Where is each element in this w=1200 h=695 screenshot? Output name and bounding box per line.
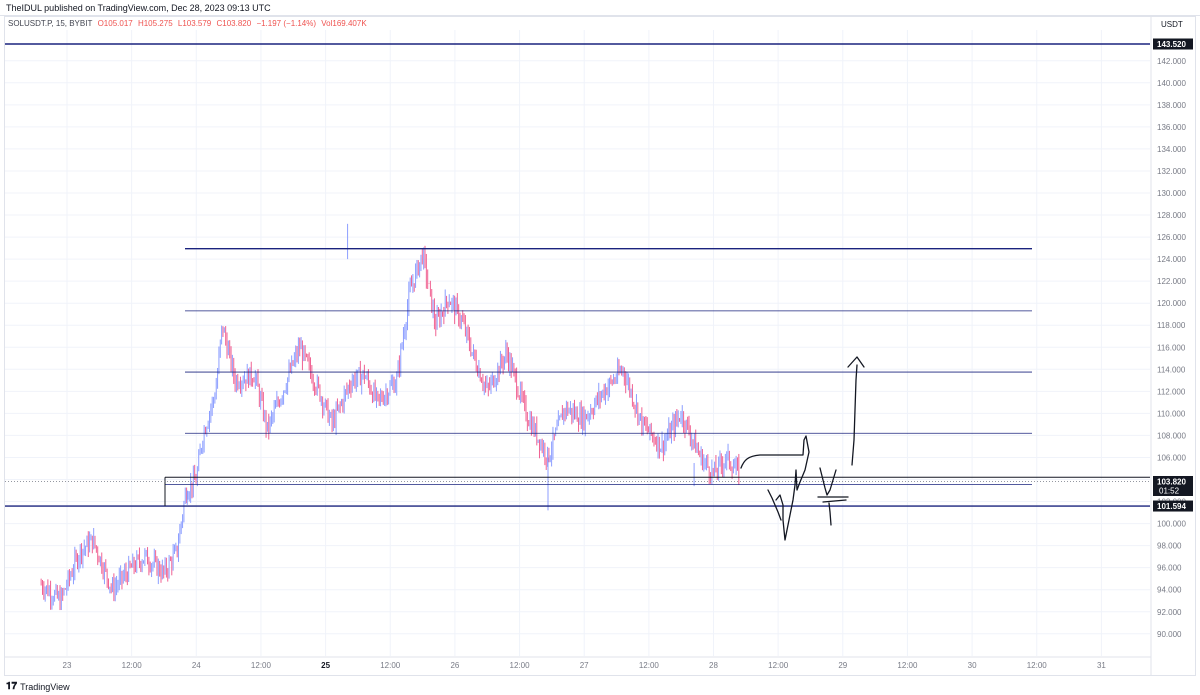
hand-drawn-stroke[interactable]	[767, 489, 782, 521]
horizontal-levels[interactable]	[5, 43, 1150, 507]
price-tick-label: 118.000	[1157, 321, 1186, 330]
time-tick-label: 23	[63, 661, 72, 670]
price-axis[interactable]: 90.00092.00094.00096.00098.000100.000102…	[1150, 17, 1186, 676]
publish-header: TheIDUL published on TradingView.com, De…	[0, 0, 1200, 16]
price-tick-label: 134.000	[1157, 145, 1186, 154]
price-tick-label: 128.000	[1157, 211, 1186, 220]
time-tick-label: 30	[968, 661, 977, 670]
price-tick-label: 124.000	[1157, 255, 1186, 264]
time-tick-label: 29	[838, 661, 847, 670]
price-tick-label: 100.000	[1157, 520, 1186, 529]
time-tick-label: 24	[192, 661, 201, 670]
legend-open: O105.017	[97, 19, 133, 28]
price-tick-label: 138.000	[1157, 101, 1186, 110]
legend-low: L103.579	[177, 19, 212, 28]
tradingview-logo-icon: 𝟏𝟕	[6, 681, 18, 692]
time-tick-label: 31	[1097, 661, 1106, 670]
time-tick-label: 26	[450, 661, 459, 670]
price-tick-label: 122.000	[1157, 277, 1186, 286]
hand-drawn-stroke[interactable]	[819, 467, 837, 496]
currency-label[interactable]: USDT	[1161, 20, 1183, 29]
price-tick-label: 110.000	[1157, 409, 1186, 418]
level-price-tag-text: 143.520	[1157, 40, 1186, 49]
tradingview-brand[interactable]: 𝟏𝟕 TradingView	[6, 681, 70, 692]
time-tick-label: 27	[580, 661, 589, 670]
time-tick-label: 12:00	[1027, 661, 1048, 670]
price-tick-label: 106.000	[1157, 453, 1186, 462]
legend-high: H105.275	[137, 19, 173, 28]
price-tick-label: 126.000	[1157, 233, 1186, 242]
countdown-text: 01:52	[1159, 486, 1180, 495]
price-tick-label: 116.000	[1157, 343, 1186, 352]
time-tick-label: 12:00	[897, 661, 918, 670]
level-price-tag-bg	[1153, 38, 1193, 50]
time-tick-label: 12:00	[768, 661, 789, 670]
hand-drawn-stroke[interactable]	[847, 356, 865, 368]
time-axis[interactable]: 23 12:00 24 12:00 25 12:00 26 12:00 27 12:00 28 12:…	[5, 656, 1151, 670]
brand-name: TradingView	[20, 681, 70, 692]
price-tick-label: 142.000	[1157, 57, 1186, 66]
level-price-tag: 143.520	[1153, 38, 1193, 50]
price-tick-label: 90.000	[1157, 630, 1182, 639]
level-price-tag: 101.594	[1153, 500, 1193, 512]
legend-change: −1.197 (−1.14%)	[256, 19, 317, 28]
publish-line: TheIDUL published on TradingView.com, De…	[6, 3, 271, 13]
price-tick-label: 132.000	[1157, 167, 1186, 176]
time-tick-label: 12:00	[510, 661, 531, 670]
price-tick-label: 140.000	[1157, 79, 1186, 88]
grid	[5, 30, 1150, 656]
price-tick-label: 108.000	[1157, 431, 1186, 440]
legend-close: C103.820	[216, 19, 252, 28]
hand-drawn-stroke[interactable]	[822, 499, 847, 503]
price-tick-label: 92.000	[1157, 608, 1182, 617]
time-tick-label: 12:00	[251, 661, 272, 670]
price-tick-label: 98.000	[1157, 542, 1182, 551]
time-tick-label: 12:00	[122, 661, 143, 670]
price-tick-label: 120.000	[1157, 299, 1186, 308]
level-price-tag-text: 101.594	[1157, 502, 1186, 511]
time-tick-label: 28	[709, 661, 718, 670]
hand-drawn-annotations[interactable]	[740, 356, 865, 541]
ohlc-legend: SOLUSDT.P, 15, BYBIT O105.017 H105.275 L…	[8, 19, 370, 28]
price-tick-label: 114.000	[1157, 365, 1186, 374]
footer-bar	[0, 677, 1200, 695]
time-tick-label: 25	[321, 661, 330, 670]
candles	[40, 223, 740, 611]
current-price-tag-bg	[1153, 475, 1193, 496]
time-tick-label: 12:00	[380, 661, 401, 670]
chart-frame[interactable]	[4, 16, 1196, 676]
legend-symbol[interactable]: SOLUSDT.P, 15, BYBIT	[8, 19, 93, 28]
price-tick-label: 112.000	[1157, 387, 1186, 396]
legend-volume: Vol169.407K	[321, 19, 367, 28]
price-tick-label: 96.000	[1157, 564, 1182, 573]
price-tick-label: 136.000	[1157, 123, 1186, 132]
hand-drawn-stroke[interactable]	[828, 502, 832, 526]
hand-drawn-stroke[interactable]	[851, 364, 858, 466]
time-tick-label: 12:00	[639, 661, 660, 670]
hand-drawn-stroke[interactable]	[740, 435, 810, 541]
current-price-text: 103.820	[1157, 477, 1186, 486]
price-tick-label: 94.000	[1157, 586, 1182, 595]
level-price-tag-bg	[1153, 500, 1193, 512]
price-tick-label: 130.000	[1157, 189, 1186, 198]
